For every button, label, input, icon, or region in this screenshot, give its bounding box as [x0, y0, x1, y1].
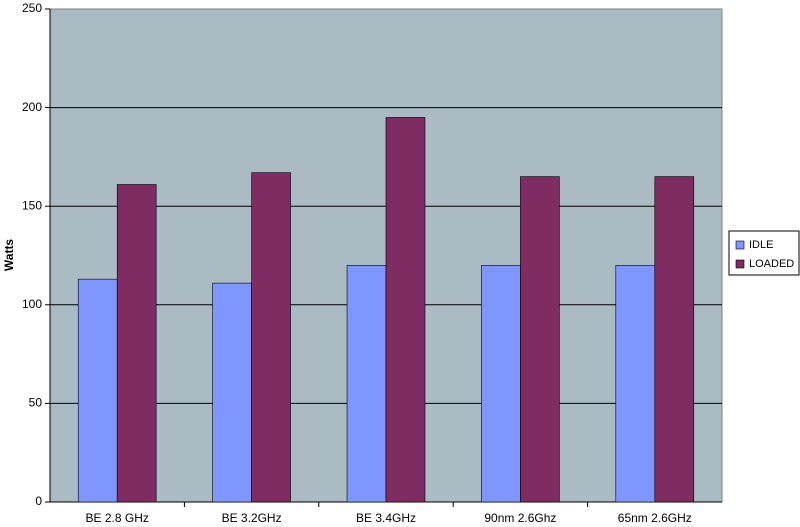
y-tick-label: 200: [22, 100, 42, 114]
legend-label: IDLE: [749, 239, 773, 251]
y-tick-label: 0: [35, 494, 42, 508]
bar: [385, 117, 426, 503]
y-tick-label: 100: [22, 297, 42, 311]
y-axis-label: Watts: [2, 239, 16, 272]
bar: [615, 265, 656, 503]
y-tick-label: 250: [22, 1, 42, 15]
x-tick-label: BE 2.8 GHz: [86, 511, 149, 525]
bar: [251, 172, 291, 503]
bar: [212, 282, 252, 503]
bar: [77, 278, 118, 503]
y-tick-label: 50: [29, 396, 43, 410]
legend-label: LOADED: [749, 258, 794, 270]
legend-swatch: [735, 259, 745, 269]
x-tick-label: BE 3.2GHz: [222, 511, 282, 525]
x-tick-label: 90nm 2.6Ghz: [484, 511, 556, 525]
bar: [654, 176, 695, 503]
x-tick-label: 65nm 2.6GHz: [618, 511, 692, 525]
y-tick-label: 150: [22, 198, 42, 212]
legend-swatch: [735, 240, 745, 250]
bar: [481, 265, 521, 503]
bar: [520, 176, 560, 503]
bar: [346, 265, 387, 503]
x-tick-label: BE 3.4GHz: [356, 511, 416, 525]
bar: [116, 184, 157, 503]
